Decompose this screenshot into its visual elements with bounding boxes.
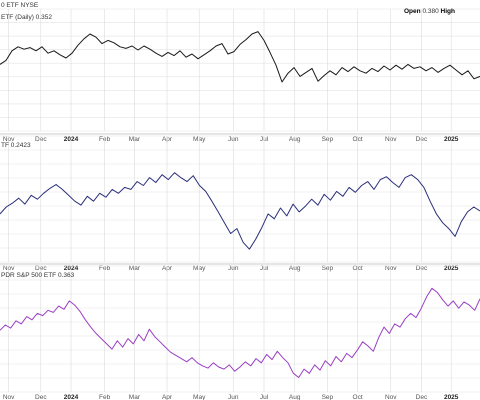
x-tick-label: Nov xyxy=(3,136,15,143)
x-tick-label: May xyxy=(193,265,206,272)
x-tick-label: Mar xyxy=(129,265,141,272)
high-label: High xyxy=(440,8,455,15)
x-tick-label: Dec xyxy=(416,265,428,272)
panel-3-title: PDR S&P 500 ETF 0.363 xyxy=(1,272,74,279)
x-tick-label: Nov xyxy=(3,394,15,400)
series-line-3 xyxy=(0,287,480,378)
panel-1-subtitle: ETF (Daily) 0.352 xyxy=(1,14,52,21)
x-tick-label: Nov xyxy=(3,265,15,272)
quote-readout: Open 0.380 High xyxy=(404,8,455,15)
x-tick-label: Dec xyxy=(35,136,47,143)
x-tick-label: Dec xyxy=(416,136,428,143)
panel-2: Nov Dec 2024 Feb Mar Apr May Jun Jul Aug Sep Oct Nov… xyxy=(0,135,480,272)
series-line-1 xyxy=(0,31,480,83)
x-tick-label: Nov xyxy=(385,265,397,272)
x-tick-label: Jun xyxy=(228,394,239,400)
panel-2-title: TF 0.2423 xyxy=(1,142,31,149)
x-tick-label: Mar xyxy=(129,394,141,400)
open-label: Open xyxy=(404,8,421,15)
panel-1-subtitle-text: ETF (Daily) 0.352 xyxy=(1,14,52,21)
panel-3: Nov Dec 2024 Feb Mar Apr May Jun Jul Aug Sep Oct Nov… xyxy=(0,265,480,400)
panel-1-title: 0 ETF NYSE xyxy=(1,2,38,9)
x-tick-label: May xyxy=(193,394,206,400)
series-line-2 xyxy=(0,172,480,250)
panel-3-title-text: PDR S&P 500 ETF 0.363 xyxy=(1,272,75,279)
x-tick-label: 2024 xyxy=(64,394,79,400)
x-tick-label: Nov xyxy=(385,136,397,143)
x-tick-label: Dec xyxy=(35,394,47,400)
x-tick-label: May xyxy=(193,136,206,143)
x-tick-label: Feb xyxy=(99,394,111,400)
x-tick-label: Apr xyxy=(162,265,173,272)
x-tick-label: Nov xyxy=(385,394,397,400)
x-tick-label: Dec xyxy=(416,394,428,400)
panel-1-title-text: 0 ETF NYSE xyxy=(1,2,39,9)
x-tick-label: Jul xyxy=(260,394,269,400)
panel-1: Nov Dec 2024 Feb Mar Apr May Jun Jul Aug Sep Oct Nov… xyxy=(0,8,480,143)
x-tick-label: Sep xyxy=(322,394,334,400)
open-value: 0.380 xyxy=(422,8,439,15)
panel-2-title-text: TF 0.2423 xyxy=(1,142,31,149)
x-tick-label: Dec xyxy=(35,265,47,272)
x-tick-label: Aug xyxy=(289,394,301,400)
x-tick-label: Apr xyxy=(162,394,173,400)
x-tick-label: Mar xyxy=(129,136,141,143)
x-tick-label: Oct xyxy=(353,394,363,400)
x-tick-label: 2025 xyxy=(444,394,459,400)
x-tick-label: Apr xyxy=(162,136,173,143)
